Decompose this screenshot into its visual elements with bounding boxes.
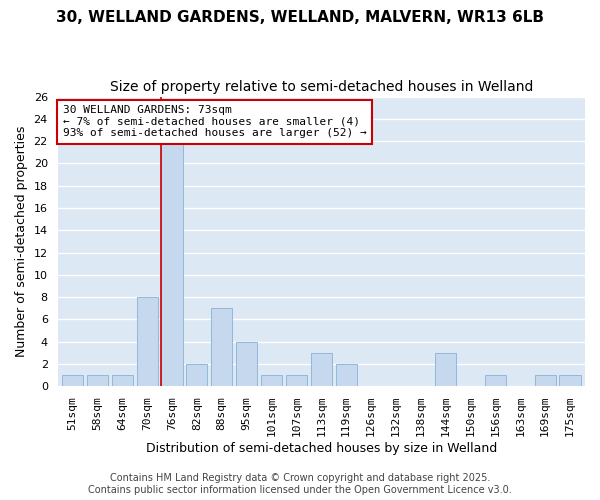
Title: Size of property relative to semi-detached houses in Welland: Size of property relative to semi-detach… bbox=[110, 80, 533, 94]
Bar bbox=[236, 342, 257, 386]
Bar bbox=[286, 375, 307, 386]
Bar bbox=[311, 353, 332, 386]
Bar bbox=[87, 375, 108, 386]
Bar bbox=[535, 375, 556, 386]
Bar bbox=[161, 141, 182, 386]
Bar bbox=[62, 375, 83, 386]
Bar bbox=[335, 364, 357, 386]
Bar bbox=[211, 308, 232, 386]
Bar bbox=[186, 364, 208, 386]
Text: Contains HM Land Registry data © Crown copyright and database right 2025.
Contai: Contains HM Land Registry data © Crown c… bbox=[88, 474, 512, 495]
X-axis label: Distribution of semi-detached houses by size in Welland: Distribution of semi-detached houses by … bbox=[146, 442, 497, 455]
Bar bbox=[137, 297, 158, 386]
Bar bbox=[559, 375, 581, 386]
Bar bbox=[435, 353, 456, 386]
Text: 30 WELLAND GARDENS: 73sqm
← 7% of semi-detached houses are smaller (4)
93% of se: 30 WELLAND GARDENS: 73sqm ← 7% of semi-d… bbox=[63, 105, 367, 138]
Bar bbox=[112, 375, 133, 386]
Text: 30, WELLAND GARDENS, WELLAND, MALVERN, WR13 6LB: 30, WELLAND GARDENS, WELLAND, MALVERN, W… bbox=[56, 10, 544, 25]
Bar bbox=[261, 375, 282, 386]
Bar bbox=[485, 375, 506, 386]
Y-axis label: Number of semi-detached properties: Number of semi-detached properties bbox=[15, 126, 28, 357]
